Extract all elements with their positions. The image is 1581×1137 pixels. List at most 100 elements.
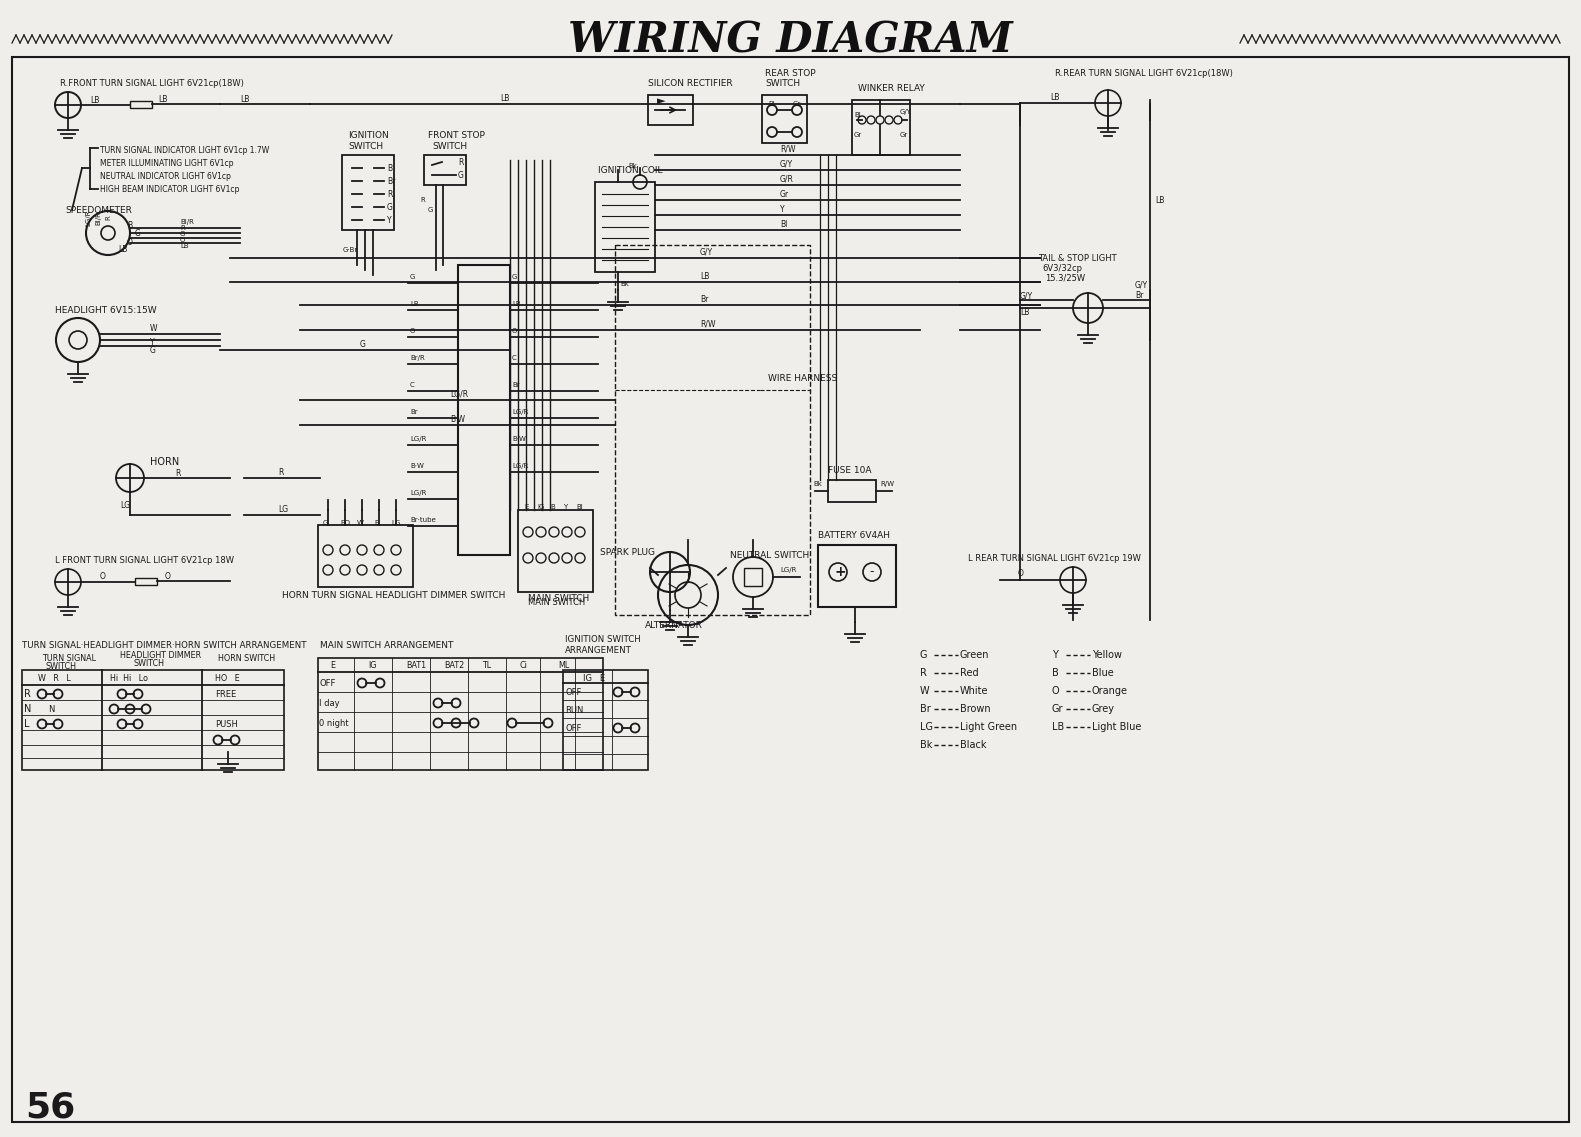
Text: B: B [550, 504, 555, 511]
Text: G: G [512, 274, 517, 280]
Text: Bl: Bl [779, 219, 787, 229]
Text: O: O [1051, 686, 1059, 696]
Text: LG/R: LG/R [409, 435, 427, 442]
Text: L FRONT TURN SIGNAL LIGHT 6V21cp 18W: L FRONT TURN SIGNAL LIGHT 6V21cp 18W [55, 556, 234, 564]
Text: Yellow: Yellow [1092, 650, 1123, 659]
Text: Y: Y [150, 338, 155, 347]
Text: G: G [180, 231, 185, 236]
Text: MAIN SWITCH: MAIN SWITCH [528, 594, 590, 603]
Text: TURN SIGNAL: TURN SIGNAL [43, 654, 96, 663]
Text: LG/R: LG/R [85, 210, 92, 226]
Text: +: + [835, 565, 846, 579]
Text: LB: LB [1051, 722, 1064, 732]
Text: Br: Br [700, 294, 708, 304]
Text: Bl/R: Bl/R [95, 211, 101, 225]
Text: B: B [126, 221, 133, 230]
Text: W   R   L: W R L [38, 673, 71, 682]
Text: Y: Y [563, 504, 568, 511]
Text: LB: LB [1020, 307, 1029, 316]
Text: LB: LB [1156, 196, 1164, 205]
Text: Blue: Blue [1092, 669, 1113, 678]
Text: TURN SIGNAL·HEADLIGHT DIMMER·HORN SWITCH ARRANGEMENT: TURN SIGNAL·HEADLIGHT DIMMER·HORN SWITCH… [22, 640, 307, 649]
Bar [563, 670, 648, 770]
Bar [130, 101, 152, 108]
Text: C: C [409, 382, 414, 388]
Text: REAR STOP: REAR STOP [765, 68, 816, 77]
Text: LB: LB [700, 272, 710, 281]
Text: R: R [175, 468, 180, 478]
Text: IGNITION: IGNITION [348, 131, 389, 140]
Text: Gr: Gr [1051, 704, 1064, 714]
Text: Light Blue: Light Blue [1092, 722, 1141, 732]
Text: Y: Y [387, 216, 392, 224]
Text: Brown: Brown [960, 704, 991, 714]
Text: LG: LG [391, 520, 400, 526]
Text: G/Y: G/Y [700, 248, 713, 257]
Text: G: G [323, 520, 329, 526]
Text: I day: I day [319, 698, 340, 707]
Text: LG/R: LG/R [512, 409, 528, 415]
Text: O: O [409, 327, 416, 334]
Text: SWITCH: SWITCH [348, 141, 383, 150]
Bar [318, 658, 602, 770]
Text: LB: LB [240, 94, 250, 103]
Text: White: White [960, 686, 988, 696]
Text: R: R [180, 225, 185, 231]
Text: METER ILLUMINATING LIGHT 6V1cp: METER ILLUMINATING LIGHT 6V1cp [100, 158, 234, 167]
Text: WIRE HARNESS: WIRE HARNESS [768, 373, 838, 382]
Text: IGNITION SWITCH
ARRANGEMENT: IGNITION SWITCH ARRANGEMENT [564, 636, 640, 655]
Text: Gr: Gr [854, 132, 862, 138]
Bar [745, 568, 762, 586]
Text: B: B [1051, 669, 1059, 678]
Bar [341, 155, 394, 230]
Text: O: O [164, 572, 171, 581]
Text: Gr: Gr [779, 190, 789, 199]
Text: R.REAR TURN SIGNAL LIGHT 6V21cp(18W): R.REAR TURN SIGNAL LIGHT 6V21cp(18W) [1055, 68, 1233, 77]
Text: SILICON RECTIFIER: SILICON RECTIFIER [648, 78, 732, 88]
Text: Y: Y [1051, 650, 1058, 659]
Text: G: G [920, 650, 928, 659]
Text: G/Y: G/Y [779, 159, 794, 168]
Text: W: W [357, 520, 364, 526]
Text: B·W: B·W [512, 435, 526, 442]
Text: IG   E: IG E [583, 673, 606, 682]
Text: SWITCH: SWITCH [432, 141, 466, 150]
Text: -: - [870, 565, 873, 579]
Bar [318, 525, 413, 587]
Text: O: O [180, 236, 185, 243]
Text: G: G [387, 202, 392, 211]
Text: SWITCH: SWITCH [134, 658, 164, 667]
Text: IG: IG [368, 661, 376, 670]
Text: Gr: Gr [900, 132, 907, 138]
Text: N: N [47, 705, 54, 714]
Text: SPEEDOMETER: SPEEDOMETER [65, 206, 131, 215]
Text: NEUTRAL SWITCH: NEUTRAL SWITCH [730, 550, 809, 559]
Text: SPARK PLUG: SPARK PLUG [601, 548, 655, 556]
Text: Bl: Bl [575, 504, 583, 511]
Text: G/Y: G/Y [1020, 291, 1032, 300]
Text: Br/R: Br/R [409, 355, 425, 362]
Text: Bk: Bk [628, 163, 637, 169]
Text: Bk: Bk [920, 740, 933, 750]
Text: N: N [24, 704, 32, 714]
Text: SWITCH: SWITCH [46, 662, 77, 671]
Text: Br: Br [512, 382, 520, 388]
Text: OFF: OFF [564, 723, 582, 732]
Bar [817, 545, 896, 607]
Text: ALTERNATOR: ALTERNATOR [645, 621, 704, 630]
Text: R: R [278, 467, 283, 476]
Text: W: W [150, 324, 158, 332]
Text: B·W: B·W [451, 415, 465, 423]
Text: IG: IG [538, 504, 544, 511]
Text: HEADLIGHT DIMMER: HEADLIGHT DIMMER [120, 650, 201, 659]
Text: G·Br: G·Br [343, 247, 359, 254]
Text: LB: LB [180, 243, 188, 249]
Text: HO   E: HO E [215, 673, 240, 682]
Bar [648, 96, 692, 125]
Text: Bl: Bl [854, 113, 860, 118]
Text: LB: LB [409, 301, 419, 307]
Text: B: B [387, 164, 392, 173]
Text: LB: LB [500, 93, 509, 102]
Text: Bk: Bk [813, 481, 822, 487]
Text: LG/R: LG/R [779, 567, 797, 573]
